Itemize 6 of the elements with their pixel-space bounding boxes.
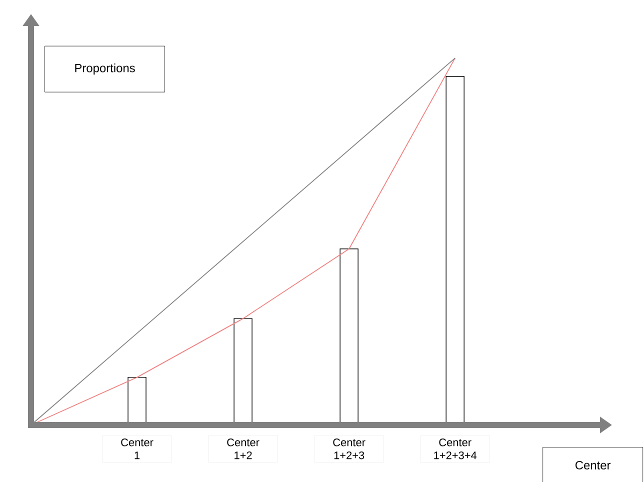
x-tick-label: Center 1 (121, 438, 154, 460)
x-tick-label: Center 1+2+3+4 (434, 438, 477, 460)
x-tick-label: Center 1+2+3 (333, 438, 366, 460)
y-axis-title: Proportions (75, 64, 135, 75)
x-axis-title: Center (576, 460, 611, 470)
x-tick-label: Center 1+2 (227, 438, 260, 460)
